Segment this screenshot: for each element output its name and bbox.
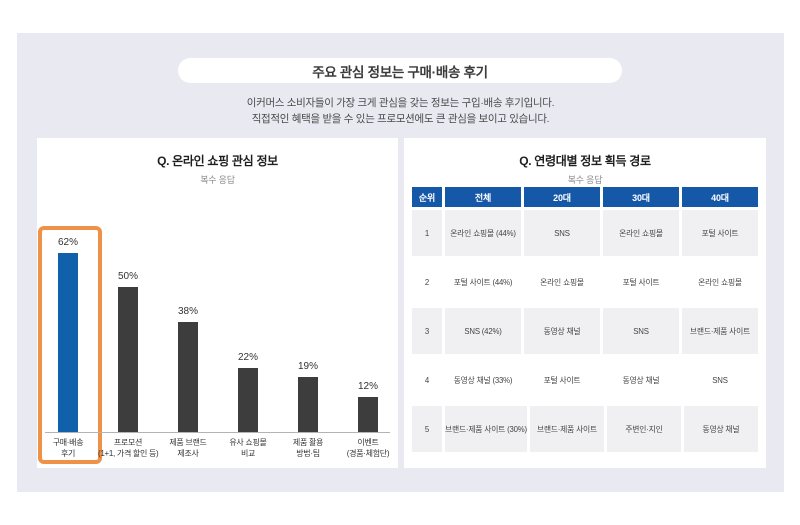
table-row: 3 SNS (42%) 동영상 채널 SNS 브랜드·제품 사이트: [412, 308, 758, 354]
table-header-cell: 30대: [603, 187, 679, 207]
table-header-cell: 40대: [682, 187, 758, 207]
table-panel: Q. 연령대별 정보 획득 경로 복수 응답 순위 전체 20대 30대 40대 1 온라인…: [404, 138, 766, 468]
age-table: 순위 전체 20대 30대 40대 1 온라인 쇼핑몰 (44%) SNS 온라인 쇼핑몰 포털 …: [412, 187, 758, 452]
table-header-cell: 전체: [445, 187, 521, 207]
bar-5: [358, 397, 378, 432]
bar-category-line: 유사 쇼핑몰: [229, 438, 267, 447]
title-pill: 주요 관심 정보는 구매·배송 후기: [178, 58, 622, 83]
bar-0: [58, 253, 78, 432]
bar-category-line: 방법·팁: [296, 449, 320, 458]
bar-4: [298, 377, 318, 432]
rank-cell: 4: [412, 357, 442, 403]
page-subtitle-line1: 이커머스 소비자들이 가장 크게 관심을 갖는 정보는 구입·배송 후기입니다.: [246, 97, 555, 109]
bar-category-line: 제품 활용: [292, 438, 324, 447]
table-cell: 동영상 채널 (33%): [445, 357, 521, 403]
table-cell: 온라인 쇼핑몰: [682, 259, 758, 305]
bar-value-label: 50%: [117, 271, 138, 282]
page-subtitle: 이커머스 소비자들이 가장 크게 관심을 갖는 정보는 구입·배송 후기입니다.…: [17, 95, 784, 127]
bar-1: [118, 287, 138, 432]
table-cell: 브랜드·제품 사이트 (30%): [445, 406, 527, 452]
bar-category-line: 제품 브랜드: [169, 438, 207, 447]
table-header-cell: 순위: [412, 187, 442, 207]
bar-value-label: 38%: [177, 306, 198, 317]
table-row: 5 브랜드·제품 사이트 (30%) 브랜드·제품 사이트 주변인·지인 동영상 채널: [412, 406, 758, 452]
table-cell: 온라인 쇼핑몰: [603, 210, 679, 256]
table-row: 2 포털 사이트 (44%) 온라인 쇼핑몰 포털 사이트 온라인 쇼핑몰: [412, 259, 758, 305]
table-subtitle: 복수 응답: [567, 175, 603, 185]
bar-value-label: 22%: [237, 352, 258, 363]
bar-value-label: 19%: [297, 361, 318, 372]
x-axis-line: [45, 432, 390, 433]
rank-cell: 3: [412, 308, 442, 354]
bar-value-label: 12%: [357, 381, 378, 392]
table-cell: SNS: [682, 357, 758, 403]
table-title: Q. 연령대별 정보 획득 경로: [519, 154, 651, 168]
table-cell: 동영상 채널: [524, 308, 600, 354]
table-cell: 주변인·지인: [606, 406, 681, 452]
table-cell: 포털 사이트 (44%): [445, 259, 521, 305]
main-card: 주요 관심 정보는 구매·배송 후기 이커머스 소비자들이 가장 크게 관심을 …: [17, 33, 784, 492]
table-row: 1 온라인 쇼핑몰 (44%) SNS 온라인 쇼핑몰 포털 사이트: [412, 210, 758, 256]
bar-category-label: 프로모션 (1+1, 가격 할인 등): [98, 437, 159, 459]
bar-category-label: 이벤트 (경품·체험단): [338, 437, 398, 459]
bar-3: [238, 368, 258, 432]
chart-subtitle: 복수 응답: [200, 175, 235, 185]
table-cell: 온라인 쇼핑몰: [524, 259, 600, 305]
rank-cell: 5: [412, 406, 442, 452]
table-row: 4 동영상 채널 (33%) 포털 사이트 동영상 채널 SNS: [412, 357, 758, 403]
table-cell: 브랜드·제품 사이트: [529, 406, 604, 452]
table-cell: 동영상 채널: [603, 357, 679, 403]
table-cell: SNS (42%): [445, 308, 521, 354]
bar-category-line: 비교: [240, 449, 256, 458]
page-title: 주요 관심 정보는 구매·배송 후기: [312, 64, 488, 80]
bar-value-label: 62%: [57, 237, 78, 248]
bar-category-line: (1+1, 가격 할인 등): [98, 449, 159, 458]
table-cell: 포털 사이트: [524, 357, 600, 403]
bar-category-line: (경품·체험단): [346, 449, 390, 458]
chart-title: Q. 온라인 쇼핑 관심 정보: [157, 154, 278, 168]
page-subtitle-line2: 직접적인 혜택을 받을 수 있는 프로모션에도 큰 관심을 보이고 있습니다.: [251, 113, 550, 125]
bar-2: [178, 322, 198, 432]
table-cell: SNS: [524, 210, 600, 256]
table-cell: 포털 사이트: [682, 210, 758, 256]
table-cell: 동영상 채널: [683, 406, 758, 452]
table-header-cell: 20대: [524, 187, 600, 207]
table-cell: 온라인 쇼핑몰 (44%): [445, 210, 521, 256]
bar-category-line: 프로모션: [113, 438, 143, 447]
bar-category-line: 이벤트: [357, 438, 379, 447]
table-cell: 브랜드·제품 사이트: [682, 308, 758, 354]
rank-cell: 1: [412, 210, 442, 256]
table-cell: 포털 사이트: [603, 259, 679, 305]
bar-category-line: 구매·배송: [52, 438, 84, 447]
table-cell: SNS: [603, 308, 679, 354]
rank-cell: 2: [412, 259, 442, 305]
table-header-row: 순위 전체 20대 30대 40대: [412, 187, 758, 207]
bar-category-line: 제조사: [177, 449, 199, 458]
bar-category-line: 후기: [60, 449, 76, 458]
